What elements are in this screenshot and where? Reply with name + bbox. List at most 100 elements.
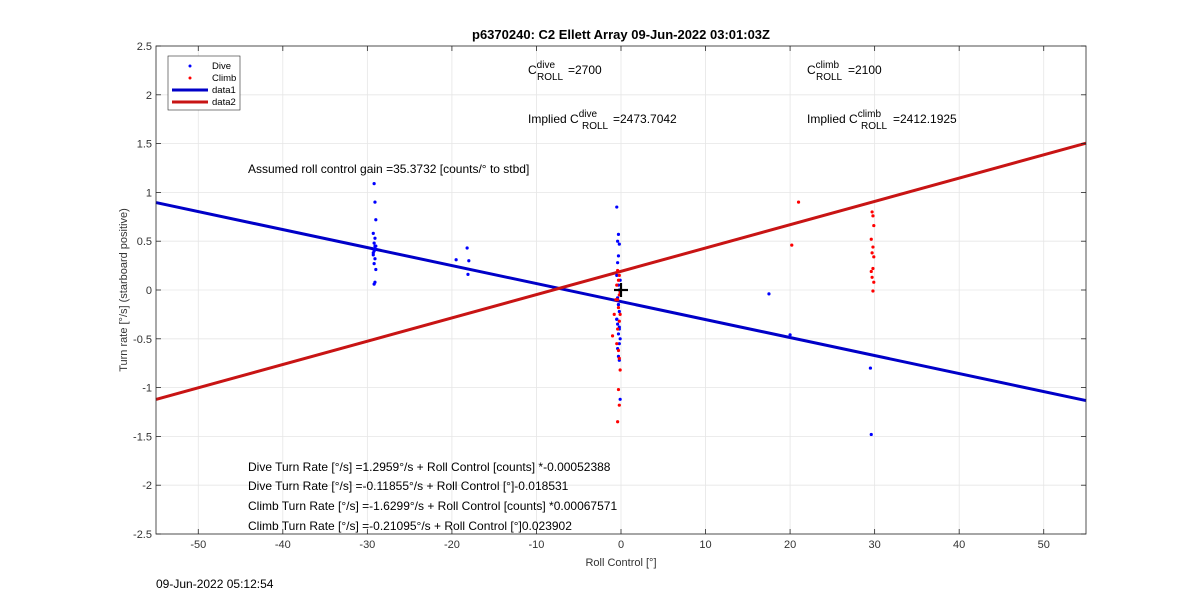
point-climb xyxy=(872,280,876,284)
point-climb xyxy=(616,327,620,331)
x-tick-label: -10 xyxy=(529,539,545,551)
point-climb xyxy=(869,237,873,241)
point-dive xyxy=(615,317,619,321)
legend-data1: data1 xyxy=(212,85,236,96)
point-climb xyxy=(616,305,621,310)
legend-climb: Climb xyxy=(212,73,236,84)
origin-marker xyxy=(614,283,628,297)
legend-climb-marker xyxy=(188,76,192,80)
x-tick-label: -50 xyxy=(190,539,206,551)
chart-title: p6370240: C2 Ellett Array 09-Jun-2022 03… xyxy=(472,27,770,42)
point-climb xyxy=(871,289,875,293)
legend-dive-marker xyxy=(188,64,192,68)
fit-lines xyxy=(155,141,1087,403)
legend: Dive Climb data1 data2 xyxy=(167,55,241,111)
point-dive xyxy=(465,246,469,250)
y-tick-label: 0 xyxy=(146,285,152,297)
point-dive xyxy=(616,232,621,236)
x-tick-label: -40 xyxy=(275,539,291,551)
y-tick-label: 1 xyxy=(146,187,152,199)
x-axis-label: Roll Control [°] xyxy=(585,557,656,569)
point-climb xyxy=(615,283,619,287)
point-climb xyxy=(617,356,621,360)
timestamp: 09-Jun-2022 05:12:54 xyxy=(156,577,274,591)
y-tick-label: -0.5 xyxy=(133,334,152,346)
y-axis-label: Turn rate [°/s] (starboard positive) xyxy=(118,208,130,372)
point-climb xyxy=(610,334,615,338)
point-climb xyxy=(871,245,875,249)
x-tick-label: 0 xyxy=(618,539,624,551)
c-dive-label: Cdive ROLL=2700 xyxy=(528,60,602,83)
x-axis-ticks: -50 -40 -30 -20 -10 0 10 20 30 40 50 xyxy=(190,46,1050,551)
y-tick-label: 2 xyxy=(146,90,152,102)
point-dive xyxy=(618,397,622,401)
x-tick-label: 10 xyxy=(699,539,711,551)
point-climb xyxy=(616,348,621,353)
point-climb xyxy=(616,268,620,273)
point-dive xyxy=(372,241,376,245)
point-climb xyxy=(870,210,874,214)
point-dive xyxy=(373,257,377,261)
point-dive xyxy=(615,205,619,209)
y-tick-label: -2 xyxy=(142,480,152,492)
point-dive xyxy=(618,337,622,341)
point-dive xyxy=(617,242,621,246)
point-climb xyxy=(790,243,794,247)
point-dive xyxy=(466,272,470,276)
legend-data2: data2 xyxy=(212,97,236,108)
equation-dive-counts: Dive Turn Rate [°/s] =1.2959°/s + Roll C… xyxy=(248,460,611,474)
implied-c-dive-label: Implied Cdive ROLL=2473.7042 xyxy=(528,109,677,132)
point-dive xyxy=(373,244,377,248)
point-dive xyxy=(617,309,621,314)
point-dive xyxy=(372,182,376,186)
point-dive xyxy=(371,251,375,255)
point-climb xyxy=(616,278,621,282)
point-dive xyxy=(869,432,873,437)
point-climb xyxy=(616,298,620,302)
x-tick-label: -30 xyxy=(359,539,375,551)
point-dive xyxy=(374,218,378,222)
point-climb xyxy=(618,368,622,372)
legend-dive: Dive xyxy=(212,61,231,72)
point-dive xyxy=(372,262,376,266)
point-dive xyxy=(372,282,376,286)
point-dive xyxy=(617,342,621,346)
point-dive xyxy=(616,239,620,243)
x-tick-label: -20 xyxy=(444,539,460,551)
point-climb xyxy=(617,403,621,407)
fit-line-data1 xyxy=(155,201,1087,403)
point-climb xyxy=(796,200,801,204)
point-dive xyxy=(868,366,873,370)
point-dive xyxy=(454,258,458,262)
point-climb xyxy=(869,269,873,274)
point-climb xyxy=(872,223,876,228)
implied-c-climb-label: Implied Cclimb ROLL=2412.1925 xyxy=(807,109,957,132)
y-tick-label: -1 xyxy=(142,383,152,395)
point-climb xyxy=(612,312,616,316)
equation-climb-degrees: Climb Turn Rate [°/s] =-0.21095°/s + Rol… xyxy=(248,519,572,533)
point-dive xyxy=(616,322,620,326)
y-tick-label: -2.5 xyxy=(133,529,152,541)
y-tick-label: 1.5 xyxy=(137,139,152,151)
point-climb xyxy=(618,312,622,316)
fit-line-data2 xyxy=(155,141,1087,401)
point-dive xyxy=(616,332,621,336)
point-dive xyxy=(374,267,378,272)
point-dive xyxy=(616,303,621,307)
point-dive xyxy=(788,333,792,337)
point-climb xyxy=(617,273,621,277)
point-dive xyxy=(373,200,377,204)
point-climb xyxy=(615,342,619,346)
y-tick-label: 0.5 xyxy=(137,236,152,248)
point-climb xyxy=(870,251,874,255)
point-dive xyxy=(371,231,375,235)
point-climb xyxy=(616,420,620,424)
point-climb xyxy=(616,387,621,392)
point-climb xyxy=(871,266,875,271)
y-tick-label: 2.5 xyxy=(137,41,152,53)
point-dive xyxy=(615,273,619,277)
equation-dive-degrees: Dive Turn Rate [°/s] =-0.11855°/s + Roll… xyxy=(248,479,569,493)
gain-annotation: Assumed roll control gain =35.3732 [coun… xyxy=(248,162,529,176)
point-dive xyxy=(616,261,620,265)
